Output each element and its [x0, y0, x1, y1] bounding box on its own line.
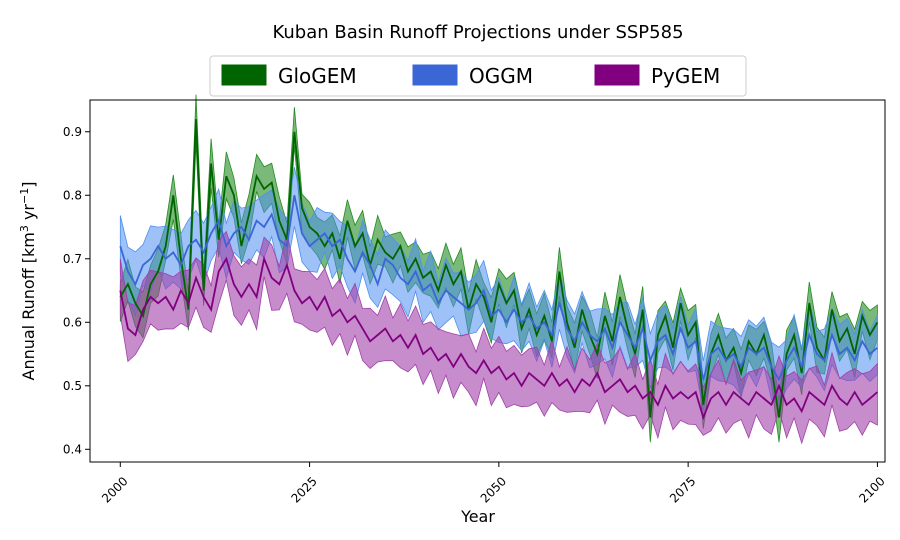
y-tick-label: 0.8: [63, 188, 82, 202]
plot-area: [119, 94, 879, 445]
legend-label-pygem: PyGEM: [651, 64, 720, 88]
y-tick-label: 0.9: [63, 125, 82, 139]
x-tick-label: 2000: [99, 474, 130, 505]
y-tick-label: 0.5: [63, 379, 82, 393]
y-tick-label: 0.4: [63, 442, 82, 456]
x-axis: 2000 2025 2050 2075 2100: [99, 462, 888, 506]
line-oggm: [119, 195, 878, 382]
line-pygem: [119, 255, 878, 421]
legend-label-oggm: OGGM: [469, 64, 533, 88]
line-glogem: [119, 119, 879, 418]
band-pygem: [119, 230, 878, 445]
x-tick-label: 2075: [667, 474, 698, 505]
legend-label-glogem: GloGEM: [278, 64, 357, 88]
legend-swatch-glogem: [221, 64, 267, 86]
legend: GloGEM OGGM PyGEM: [209, 55, 747, 97]
x-tick-label: 2100: [856, 474, 887, 505]
x-tick-label: 2025: [288, 474, 319, 505]
x-axis-label: Year: [460, 507, 495, 526]
chart-title: Kuban Basin Runoff Projections under SSP…: [272, 22, 683, 43]
y-tick-label: 0.7: [63, 252, 82, 266]
legend-swatch-oggm: [412, 64, 458, 86]
y-axis: 0.4 0.5 0.6 0.7 0.8 0.9: [63, 125, 90, 456]
y-tick-label: 0.6: [63, 315, 82, 329]
legend-swatch-pygem: [594, 64, 640, 86]
x-tick-label: 2050: [478, 474, 509, 505]
y-axis-label: Annual Runoff [km3 yr−1]: [18, 182, 38, 381]
plot-frame: [89, 99, 886, 463]
